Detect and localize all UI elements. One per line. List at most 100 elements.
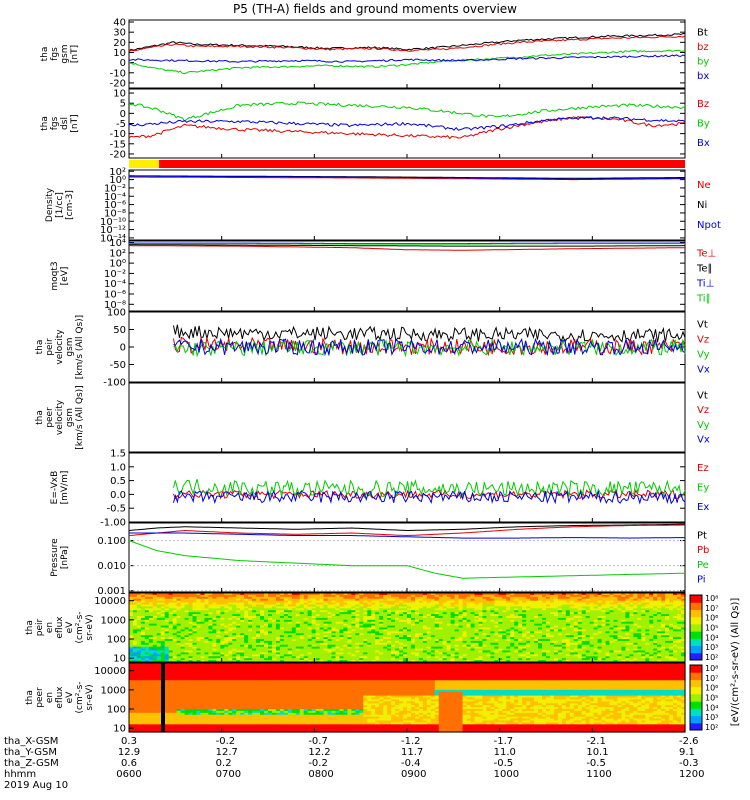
heatmap-cell [422, 602, 428, 606]
heatmap-cell [299, 652, 305, 655]
heatmap-cell [156, 610, 162, 613]
heatmap-cell [224, 627, 229, 631]
heatmap-cell [327, 625, 333, 629]
heatmap-cell [430, 635, 436, 638]
heatmap-cell [403, 600, 408, 604]
heatmap-cell [307, 640, 313, 644]
heatmap-cell [315, 633, 321, 636]
heatmap-cell [315, 593, 321, 596]
heatmap-cell [132, 656, 138, 659]
heatmap-cell [196, 621, 202, 625]
heatmap-cell [450, 646, 456, 650]
heatmap-cell [156, 617, 162, 621]
heatmap-cell [458, 648, 464, 652]
heatmap-cell [291, 625, 297, 629]
heatmap-cell [327, 639, 333, 642]
heatmap-cell [283, 600, 289, 604]
heatmap-cell [403, 635, 408, 638]
y-tick-label: 10⁻¹² [100, 225, 126, 236]
heatmap-cell [220, 629, 225, 632]
heatmap-cell [403, 617, 408, 621]
heatmap-cell [295, 616, 301, 619]
heatmap-cell [144, 658, 150, 661]
heatmap-cell [335, 660, 341, 663]
heatmap-cell [391, 654, 396, 657]
heatmap-cell [152, 602, 158, 606]
heatmap-cell [426, 650, 432, 654]
heatmap-cell [383, 629, 388, 632]
heatmap-cell [299, 621, 305, 625]
heatmap-cell [407, 631, 412, 634]
heatmap-cell [359, 616, 364, 619]
heatmap-cell [391, 614, 396, 617]
heatmap-cell [323, 652, 329, 655]
heatmap-cell [244, 652, 249, 655]
heatmap-cell [446, 598, 452, 602]
heatmap-cell [438, 610, 444, 613]
heatmap-cell [275, 593, 281, 596]
heatmap-cell [323, 596, 329, 600]
heatmap-cell [129, 633, 134, 636]
heatmap-cell [462, 604, 468, 608]
heatmap-cell [291, 627, 297, 631]
heatmap-cell [450, 612, 456, 615]
heatmap-cell [295, 614, 301, 617]
heatmap-cell [454, 598, 460, 602]
heatmap-cell [132, 602, 138, 606]
heatmap-cell [426, 654, 432, 657]
heatmap-cell [283, 610, 289, 613]
heatmap-cell [347, 602, 352, 606]
legend-entry-by: by [697, 56, 709, 67]
heatmap-cell [303, 598, 309, 602]
heatmap-cell [252, 642, 257, 646]
heatmap-cell [144, 600, 150, 604]
y-label-line: tha [40, 116, 50, 131]
heatmap-cell [188, 652, 194, 655]
heatmap-cell [434, 612, 440, 615]
heatmap-cell [379, 614, 384, 617]
heatmap-cell [140, 648, 146, 652]
heatmap-cell [359, 617, 364, 621]
heatmap-cell [204, 652, 210, 655]
heatmap-cell [168, 619, 174, 623]
heatmap-cell [395, 631, 400, 634]
heatmap-cell [399, 594, 404, 598]
y-label-line: fgs [50, 47, 60, 61]
heatmap-cell [422, 637, 428, 640]
heatmap-cell [299, 656, 305, 659]
heatmap-cell [363, 596, 368, 600]
heatmap-cell [315, 654, 321, 657]
heatmap-cell [132, 639, 138, 642]
heatmap-cell [367, 593, 372, 596]
heatmap-cell [426, 635, 432, 638]
heatmap-cell [474, 629, 480, 632]
heatmap-cell [407, 617, 412, 621]
heatmap-cell [184, 635, 190, 638]
heatmap-cell [287, 596, 293, 600]
heatmap-cell [311, 617, 317, 621]
heatmap-cell [224, 608, 229, 611]
heatmap-cell [236, 646, 241, 650]
heatmap-cell [323, 608, 329, 611]
heatmap-cell [256, 642, 261, 646]
heatmap-cell [430, 593, 436, 596]
heatmap-cell [295, 648, 301, 652]
y-label-line: peir [35, 618, 45, 636]
heatmap-cell [430, 642, 436, 646]
heatmap-cell [462, 652, 468, 655]
heatmap-cell [303, 640, 309, 644]
heatmap-cell [418, 598, 424, 602]
heatmap-cell [188, 596, 194, 600]
heatmap-cell [430, 640, 436, 644]
heatmap-cell [172, 635, 178, 638]
heatmap-cell [268, 640, 273, 644]
heatmap-cell [311, 612, 317, 615]
heatmap-cell [355, 610, 360, 613]
heatmap-cell [343, 629, 349, 632]
heatmap-cell [283, 639, 289, 642]
heatmap-cell [422, 627, 428, 631]
heatmap-cell [260, 629, 265, 632]
heatmap-cell [426, 658, 432, 661]
heatmap-cell [283, 621, 289, 625]
heatmap-cell [283, 602, 289, 606]
